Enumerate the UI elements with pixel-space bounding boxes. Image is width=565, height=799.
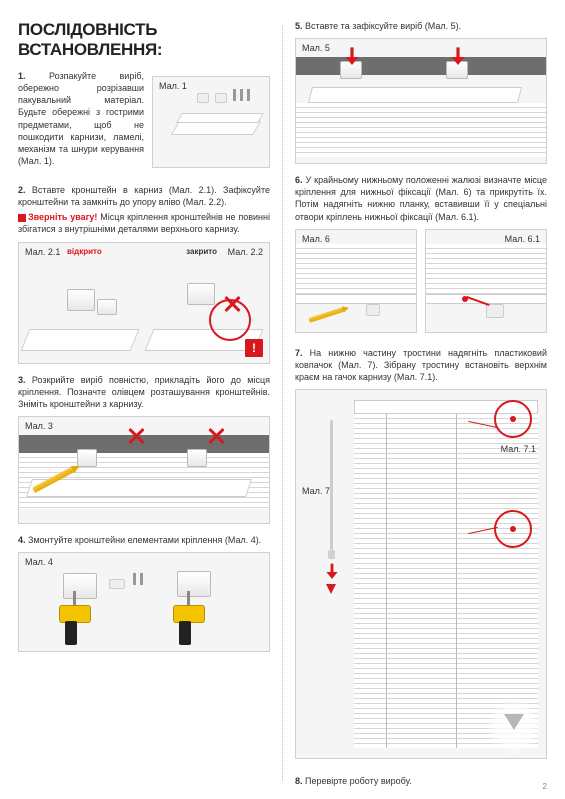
step-3-text: 3. Розкрийте виріб повністю, прикладіть … xyxy=(18,374,270,410)
step-4-body: Змонтуйте кронштейни елементами кріпленн… xyxy=(28,535,261,545)
figure-4: Мал. 4 xyxy=(18,552,270,652)
step-2-warning: Зверніть увагу! Місця кріплення кронштей… xyxy=(18,211,270,235)
figure-6-1: Мал. 6.1 xyxy=(425,229,547,333)
step-5-body: Вставте та зафіксуйте виріб (Мал. 5). xyxy=(305,21,461,31)
step-1-row: 1. Розпакуйте виріб, обережно розрізавши… xyxy=(18,70,270,178)
drill-icon xyxy=(59,605,93,647)
figure-6-1-label: Мал. 6.1 xyxy=(505,234,540,244)
figure-3: Мал. 3 xyxy=(18,416,270,524)
step-8-text: 8. Перевірте роботу виробу. xyxy=(295,775,547,787)
step-8-body: Перевірте роботу виробу. xyxy=(305,776,412,786)
step-2-num: 2. xyxy=(18,185,26,195)
step-7-body: На нижню частину тростини надягніть плас… xyxy=(295,348,547,382)
column-left: ПОСЛІДОВНІСТЬ ВСТАНОВЛЕННЯ: 1. Розпакуйт… xyxy=(18,20,282,787)
step-5-text: 5. Вставте та зафіксуйте виріб (Мал. 5). xyxy=(295,20,547,32)
figure-7-1-label: Мал. 7.1 xyxy=(501,444,536,454)
page-title: ПОСЛІДОВНІСТЬ ВСТАНОВЛЕННЯ: xyxy=(18,20,270,60)
step-3-num: 3. xyxy=(18,375,26,385)
figure-7-label: Мал. 7 xyxy=(302,486,330,496)
page-number: 2 xyxy=(543,782,547,791)
step-6-num: 6. xyxy=(295,175,303,185)
column-right: 5. Вставте та зафіксуйте виріб (Мал. 5).… xyxy=(283,20,547,787)
figure-7: Мал. 7.1 Мал. 7 xyxy=(295,389,547,759)
warning-badge-icon: ! xyxy=(245,339,263,357)
figure-2-closed-label: закрито xyxy=(186,247,217,256)
step-1-text: 1. Розпакуйте виріб, обережно розрізавши… xyxy=(18,70,144,178)
figure-1: Мал. 1 xyxy=(152,76,270,168)
step-8-num: 8. xyxy=(295,776,303,786)
figure-2-1-label: Мал. 2.1 xyxy=(25,247,60,257)
figure-3-label: Мал. 3 xyxy=(25,421,53,431)
step-3-body: Розкрийте виріб повністю, прикладіть йог… xyxy=(18,375,270,409)
step-1-num: 1. xyxy=(18,71,26,81)
step-6-text: 6. У крайньому нижньому положенні жалюзі… xyxy=(295,174,547,223)
step-4-text: 4. Змонтуйте кронштейни елементами кріпл… xyxy=(18,534,270,546)
step-2-warn-label: Зверніть увагу! xyxy=(28,212,97,222)
figure-6: Мал. 6 xyxy=(295,229,417,333)
figure-4-label: Мал. 4 xyxy=(25,557,53,567)
figure-1-label: Мал. 1 xyxy=(159,81,187,91)
figure-5: Мал. 5 xyxy=(295,38,547,164)
figure-2-2-label: Мал. 2.2 xyxy=(228,247,263,257)
step-7-num: 7. xyxy=(295,348,303,358)
figure-2-open-label: відкрито xyxy=(67,247,102,256)
step-5-num: 5. xyxy=(295,21,303,31)
figure-5-label: Мал. 5 xyxy=(302,43,330,53)
step-6-body: У крайньому нижньому положенні жалюзі ви… xyxy=(295,175,547,221)
step-1-body: Розпакуйте виріб, обережно розрізавши па… xyxy=(18,71,144,166)
warning-icon xyxy=(18,214,26,222)
step-7-text: 7. На нижню частину тростини надягніть п… xyxy=(295,347,547,383)
step-2-text: 2. Вставте кронштейн в карниз (Мал. 2.1)… xyxy=(18,184,270,208)
drill-icon xyxy=(173,605,207,647)
figure-2: Мал. 2.1 Мал. 2.2 відкрито закрито ! xyxy=(18,242,270,364)
step-2-body: Вставте кронштейн в карниз (Мал. 2.1). З… xyxy=(18,185,270,207)
figure-6-row: Мал. 6 Мал. 6.1 xyxy=(295,223,547,343)
page: ПОСЛІДОВНІСТЬ ВСТАНОВЛЕННЯ: 1. Розпакуйт… xyxy=(0,0,565,799)
figure-6-label: Мал. 6 xyxy=(302,234,330,244)
step-4-num: 4. xyxy=(18,535,26,545)
